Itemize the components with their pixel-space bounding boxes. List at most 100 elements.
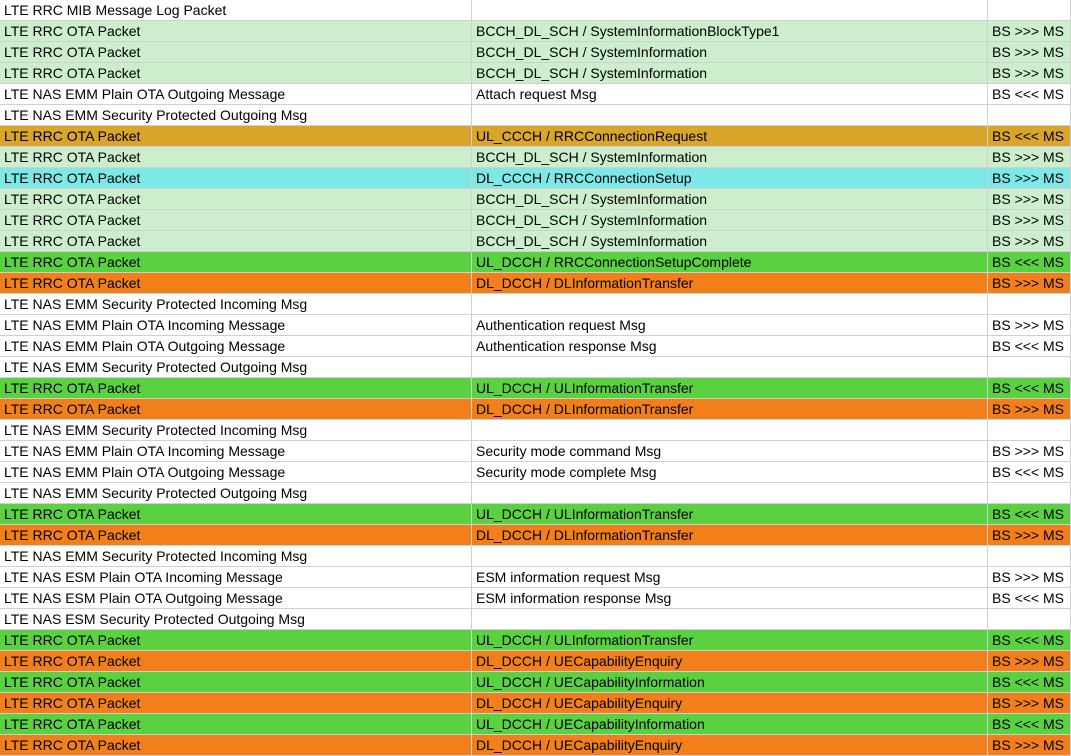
cell-detail bbox=[472, 357, 988, 377]
table-row[interactable]: LTE RRC OTA PacketDL_DCCH / DLInformatio… bbox=[0, 399, 1071, 420]
table-row[interactable]: LTE RRC MIB Message Log Packet bbox=[0, 0, 1071, 21]
cell-detail: DL_DCCH / UECapabilityEnquiry bbox=[472, 693, 988, 713]
table-row[interactable]: LTE NAS EMM Security Protected Incoming … bbox=[0, 420, 1071, 441]
cell-message-type: LTE RRC OTA Packet bbox=[0, 273, 472, 293]
table-row[interactable]: LTE RRC OTA PacketBCCH_DL_SCH / SystemIn… bbox=[0, 147, 1071, 168]
cell-message-type: LTE NAS EMM Security Protected Outgoing … bbox=[0, 483, 472, 503]
cell-message-type: LTE RRC OTA Packet bbox=[0, 651, 472, 671]
table-row[interactable]: LTE NAS EMM Security Protected Incoming … bbox=[0, 294, 1071, 315]
table-row[interactable]: LTE NAS ESM Security Protected Outgoing … bbox=[0, 609, 1071, 630]
table-row[interactable]: LTE NAS EMM Plain OTA Outgoing MessageAt… bbox=[0, 84, 1071, 105]
cell-direction: BS >>> MS bbox=[988, 42, 1071, 62]
cell-message-type: LTE RRC OTA Packet bbox=[0, 252, 472, 272]
table-row[interactable]: LTE RRC OTA PacketDL_DCCH / DLInformatio… bbox=[0, 273, 1071, 294]
cell-detail: Security mode command Msg bbox=[472, 441, 988, 461]
cell-detail: UL_DCCH / ULInformationTransfer bbox=[472, 504, 988, 524]
table-row[interactable]: LTE RRC OTA PacketUL_DCCH / ULInformatio… bbox=[0, 378, 1071, 399]
cell-message-type: LTE NAS ESM Plain OTA Outgoing Message bbox=[0, 588, 472, 608]
table-row[interactable]: LTE RRC OTA PacketUL_DCCH / ULInformatio… bbox=[0, 504, 1071, 525]
cell-message-type: LTE RRC OTA Packet bbox=[0, 42, 472, 62]
table-row[interactable]: LTE RRC OTA PacketDL_CCCH / RRCConnectio… bbox=[0, 168, 1071, 189]
cell-direction: BS <<< MS bbox=[988, 84, 1071, 104]
table-row[interactable]: LTE RRC OTA PacketUL_DCCH / UECapability… bbox=[0, 672, 1071, 693]
cell-message-type: LTE NAS EMM Plain OTA Incoming Message bbox=[0, 441, 472, 461]
table-row[interactable]: LTE RRC OTA PacketBCCH_DL_SCH / SystemIn… bbox=[0, 42, 1071, 63]
cell-direction bbox=[988, 420, 1071, 440]
cell-detail bbox=[472, 609, 988, 629]
table-row[interactable]: LTE RRC OTA PacketUL_DCCH / RRCConnectio… bbox=[0, 252, 1071, 273]
cell-detail: UL_DCCH / ULInformationTransfer bbox=[472, 378, 988, 398]
table-row[interactable]: LTE NAS EMM Plain OTA Incoming MessageSe… bbox=[0, 441, 1071, 462]
cell-direction: BS >>> MS bbox=[988, 441, 1071, 461]
cell-detail: Attach request Msg bbox=[472, 84, 988, 104]
table-row[interactable]: LTE NAS EMM Plain OTA Incoming MessageAu… bbox=[0, 315, 1071, 336]
cell-detail bbox=[472, 105, 988, 125]
cell-detail bbox=[472, 483, 988, 503]
cell-direction: BS >>> MS bbox=[988, 231, 1071, 251]
cell-direction: BS <<< MS bbox=[988, 714, 1071, 734]
cell-message-type: LTE NAS EMM Plain OTA Outgoing Message bbox=[0, 84, 472, 104]
table-row[interactable]: LTE RRC OTA PacketUL_DCCH / ULInformatio… bbox=[0, 630, 1071, 651]
table-row[interactable]: LTE RRC OTA PacketUL_CCCH / RRCConnectio… bbox=[0, 126, 1071, 147]
cell-direction: BS <<< MS bbox=[988, 630, 1071, 650]
cell-detail: Authentication request Msg bbox=[472, 315, 988, 335]
cell-direction: BS >>> MS bbox=[988, 210, 1071, 230]
cell-detail: UL_DCCH / RRCConnectionSetupComplete bbox=[472, 252, 988, 272]
cell-direction: BS <<< MS bbox=[988, 378, 1071, 398]
cell-message-type: LTE RRC OTA Packet bbox=[0, 63, 472, 83]
cell-detail: UL_DCCH / ULInformationTransfer bbox=[472, 630, 988, 650]
cell-detail: DL_DCCH / UECapabilityEnquiry bbox=[472, 651, 988, 671]
cell-detail: DL_DCCH / UECapabilityEnquiry bbox=[472, 735, 988, 755]
table-row[interactable]: LTE RRC OTA PacketBCCH_DL_SCH / SystemIn… bbox=[0, 189, 1071, 210]
table-row[interactable]: LTE RRC OTA PacketDL_DCCH / UECapability… bbox=[0, 693, 1071, 714]
cell-message-type: LTE RRC OTA Packet bbox=[0, 231, 472, 251]
table-row[interactable]: LTE RRC OTA PacketBCCH_DL_SCH / SystemIn… bbox=[0, 21, 1071, 42]
cell-message-type: LTE NAS EMM Plain OTA Outgoing Message bbox=[0, 462, 472, 482]
cell-detail: BCCH_DL_SCH / SystemInformation bbox=[472, 210, 988, 230]
cell-message-type: LTE NAS ESM Plain OTA Incoming Message bbox=[0, 567, 472, 587]
cell-detail: DL_DCCH / DLInformationTransfer bbox=[472, 399, 988, 419]
cell-message-type: LTE NAS EMM Plain OTA Outgoing Message bbox=[0, 336, 472, 356]
cell-detail: UL_CCCH / RRCConnectionRequest bbox=[472, 126, 988, 146]
cell-message-type: LTE RRC OTA Packet bbox=[0, 378, 472, 398]
cell-direction: BS <<< MS bbox=[988, 126, 1071, 146]
table-row[interactable]: LTE NAS EMM Plain OTA Outgoing MessageSe… bbox=[0, 462, 1071, 483]
cell-message-type: LTE RRC OTA Packet bbox=[0, 189, 472, 209]
table-row[interactable]: LTE RRC OTA PacketDL_DCCH / UECapability… bbox=[0, 735, 1071, 756]
cell-direction: BS <<< MS bbox=[988, 252, 1071, 272]
cell-direction bbox=[988, 105, 1071, 125]
cell-direction bbox=[988, 483, 1071, 503]
cell-detail: ESM information response Msg bbox=[472, 588, 988, 608]
cell-message-type: LTE NAS EMM Security Protected Outgoing … bbox=[0, 357, 472, 377]
cell-detail: UL_DCCH / UECapabilityInformation bbox=[472, 714, 988, 734]
table-row[interactable]: LTE RRC OTA PacketBCCH_DL_SCH / SystemIn… bbox=[0, 210, 1071, 231]
cell-detail: Security mode complete Msg bbox=[472, 462, 988, 482]
cell-detail: BCCH_DL_SCH / SystemInformation bbox=[472, 231, 988, 251]
table-row[interactable]: LTE RRC OTA PacketBCCH_DL_SCH / SystemIn… bbox=[0, 63, 1071, 84]
table-row[interactable]: LTE RRC OTA PacketDL_DCCH / DLInformatio… bbox=[0, 525, 1071, 546]
table-row[interactable]: LTE NAS ESM Plain OTA Incoming MessageES… bbox=[0, 567, 1071, 588]
cell-direction: BS >>> MS bbox=[988, 693, 1071, 713]
cell-detail: Authentication response Msg bbox=[472, 336, 988, 356]
cell-direction bbox=[988, 0, 1071, 20]
cell-detail: BCCH_DL_SCH / SystemInformation bbox=[472, 63, 988, 83]
cell-message-type: LTE RRC OTA Packet bbox=[0, 672, 472, 692]
table-row[interactable]: LTE NAS EMM Security Protected Outgoing … bbox=[0, 105, 1071, 126]
cell-detail: ESM information request Msg bbox=[472, 567, 988, 587]
cell-direction: BS >>> MS bbox=[988, 651, 1071, 671]
table-row[interactable]: LTE RRC OTA PacketDL_DCCH / UECapability… bbox=[0, 651, 1071, 672]
table-row[interactable]: LTE NAS EMM Security Protected Incoming … bbox=[0, 546, 1071, 567]
cell-direction: BS <<< MS bbox=[988, 336, 1071, 356]
table-row[interactable]: LTE NAS EMM Plain OTA Outgoing MessageAu… bbox=[0, 336, 1071, 357]
table-row[interactable]: LTE NAS EMM Security Protected Outgoing … bbox=[0, 357, 1071, 378]
cell-message-type: LTE NAS EMM Security Protected Incoming … bbox=[0, 294, 472, 314]
table-row[interactable]: LTE NAS ESM Plain OTA Outgoing MessageES… bbox=[0, 588, 1071, 609]
table-row[interactable]: LTE RRC OTA PacketUL_DCCH / UECapability… bbox=[0, 714, 1071, 735]
cell-message-type: LTE RRC OTA Packet bbox=[0, 735, 472, 755]
table-row[interactable]: LTE RRC OTA PacketBCCH_DL_SCH / SystemIn… bbox=[0, 231, 1071, 252]
cell-direction: BS >>> MS bbox=[988, 168, 1071, 188]
cell-direction: BS >>> MS bbox=[988, 21, 1071, 41]
cell-message-type: LTE RRC OTA Packet bbox=[0, 210, 472, 230]
cell-direction bbox=[988, 357, 1071, 377]
table-row[interactable]: LTE NAS EMM Security Protected Outgoing … bbox=[0, 483, 1071, 504]
